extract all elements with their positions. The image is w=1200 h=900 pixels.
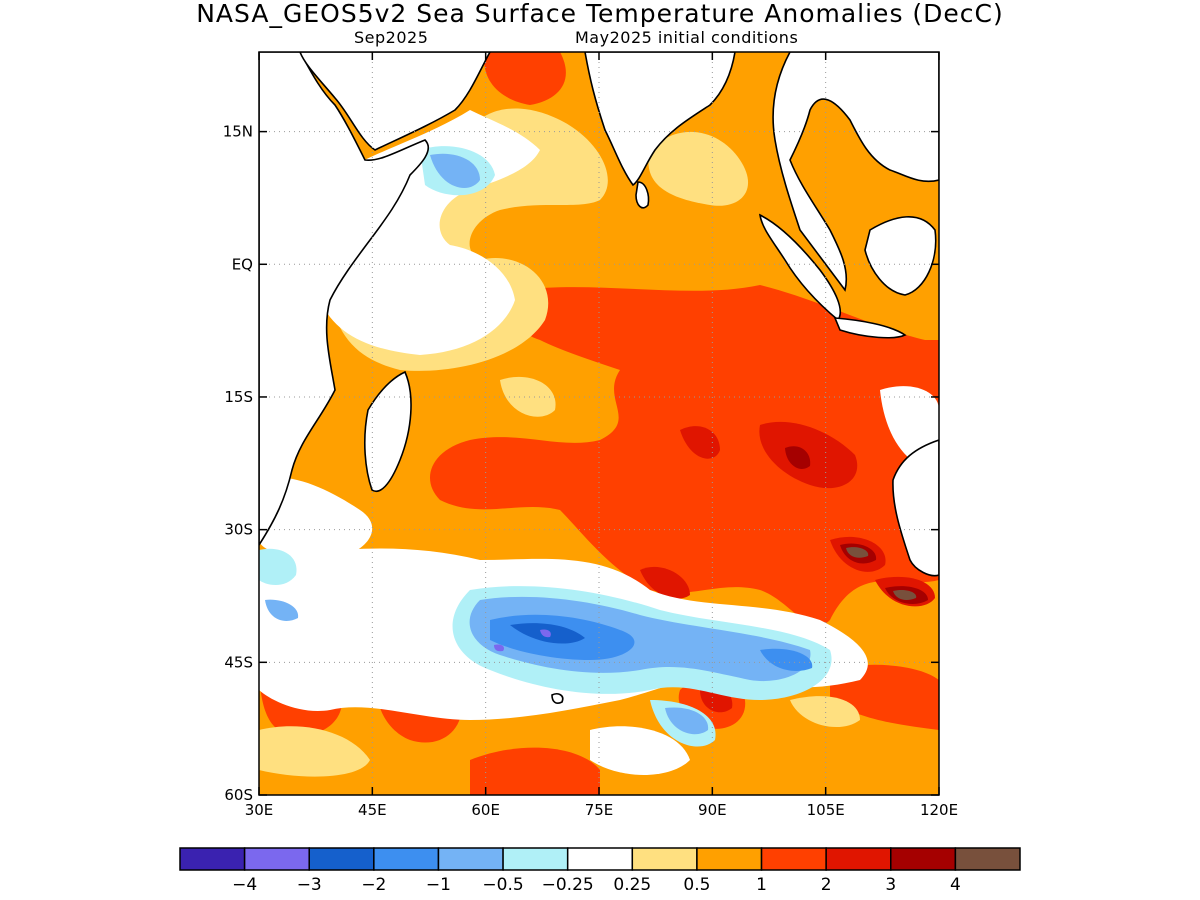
x-tick-label: 60E bbox=[471, 801, 500, 819]
extreme-warm-core bbox=[893, 589, 917, 600]
x-tick-label: 90E bbox=[698, 801, 727, 819]
weak-warm-region bbox=[790, 696, 860, 728]
colorbar-label: 0.25 bbox=[613, 875, 651, 895]
forecast-month-subtitle: Sep2025 bbox=[354, 28, 429, 47]
very-strong-warm-core bbox=[785, 446, 811, 469]
cold-anomaly-region bbox=[665, 707, 709, 735]
colorbar-label: −0.5 bbox=[482, 875, 523, 895]
warm-anomaly-region bbox=[484, 52, 566, 105]
x-tick-label: 75E bbox=[585, 801, 614, 819]
x-tick-label: 45E bbox=[358, 801, 387, 819]
colorbar-label: 4 bbox=[950, 875, 961, 895]
weak-warm-region bbox=[648, 131, 749, 206]
java-landmass bbox=[833, 317, 907, 339]
kerguelen-island bbox=[551, 693, 564, 704]
colorbar-swatch bbox=[308, 847, 375, 871]
colorbar-swatch bbox=[243, 847, 310, 871]
colorbar-swatch bbox=[437, 847, 504, 871]
india-landmass bbox=[584, 52, 736, 187]
extreme-cold-core bbox=[540, 629, 551, 638]
colorbar-label: 0.5 bbox=[683, 875, 710, 895]
y-tick-label: 60S bbox=[224, 786, 253, 804]
cold-anomaly-region bbox=[265, 599, 299, 621]
y-tick-label: 15N bbox=[223, 123, 253, 141]
colorbar-swatch bbox=[631, 847, 698, 871]
y-tick-label: EQ bbox=[232, 255, 253, 273]
x-tick-label: 120E bbox=[920, 801, 958, 819]
x-tick-label: 105E bbox=[807, 801, 845, 819]
colorbar-swatch bbox=[825, 847, 892, 871]
strong-cold-core bbox=[760, 648, 813, 671]
colorbar-swatch bbox=[890, 847, 957, 871]
warm-anomaly-region bbox=[430, 285, 939, 626]
extreme-cold-core bbox=[494, 644, 504, 652]
y-tick-label: 30S bbox=[224, 521, 253, 539]
strong-warm-core bbox=[640, 566, 690, 599]
weak-warm-region bbox=[500, 376, 556, 417]
color-legend: −4 −3 −2 −1 −0.5 −0.25 0.25 0.5 1 2 3 4 bbox=[179, 847, 1021, 895]
extreme-warm-core bbox=[846, 547, 869, 558]
colorbar-swatch bbox=[760, 847, 827, 871]
africa-landmass bbox=[259, 52, 430, 547]
x-axis: 30E 45E 60E 75E 90E 105E 120E bbox=[245, 52, 958, 819]
land-masses bbox=[259, 52, 939, 704]
colorbar-label: 1 bbox=[756, 875, 767, 895]
colorbar-swatch bbox=[502, 847, 569, 871]
colorbar-label: −2 bbox=[361, 875, 386, 895]
colorbar-label: 2 bbox=[821, 875, 832, 895]
y-tick-label: 15S bbox=[224, 388, 253, 406]
colorbar-swatch bbox=[179, 847, 246, 871]
x-tick-label: 30E bbox=[245, 801, 274, 819]
neutral-region bbox=[590, 726, 690, 775]
colorbar-swatch bbox=[566, 847, 634, 871]
initial-conditions-subtitle: May2025 initial conditions bbox=[575, 28, 799, 47]
anomaly-field bbox=[259, 52, 939, 795]
lat-lon-grid bbox=[259, 52, 939, 795]
colorbar-swatch bbox=[696, 847, 763, 871]
y-axis: 15N EQ 15S 30S 45S 60S bbox=[223, 123, 939, 804]
southeast-asia-landmass bbox=[772, 52, 939, 292]
colorbar-label: 3 bbox=[885, 875, 896, 895]
weak-warm-region bbox=[259, 726, 370, 777]
chart-title: NASA_GEOS5v2 Sea Surface Temperature Ano… bbox=[196, 0, 1004, 28]
colorbar-label: −1 bbox=[426, 875, 451, 895]
sri-lanka-landmass bbox=[635, 181, 650, 209]
madagascar-landmass bbox=[364, 370, 412, 492]
strong-warm-core bbox=[680, 426, 720, 459]
warm-anomaly-region bbox=[830, 664, 939, 730]
arabia-landmass bbox=[299, 52, 491, 151]
colorbar-swatch bbox=[373, 847, 440, 871]
warm-anomaly-region bbox=[470, 747, 600, 795]
colorbar-label: −0.25 bbox=[542, 875, 594, 895]
cold-anomaly-region bbox=[259, 548, 297, 585]
colorbar-label: −3 bbox=[297, 875, 322, 895]
colorbar-label: −4 bbox=[232, 875, 257, 895]
cold-anomaly-region bbox=[430, 153, 480, 188]
australia-landmass bbox=[892, 439, 939, 577]
y-tick-label: 45S bbox=[224, 653, 253, 671]
borneo-landmass bbox=[864, 216, 937, 296]
neutral-region bbox=[259, 477, 373, 560]
colorbar-swatch bbox=[954, 847, 1021, 871]
